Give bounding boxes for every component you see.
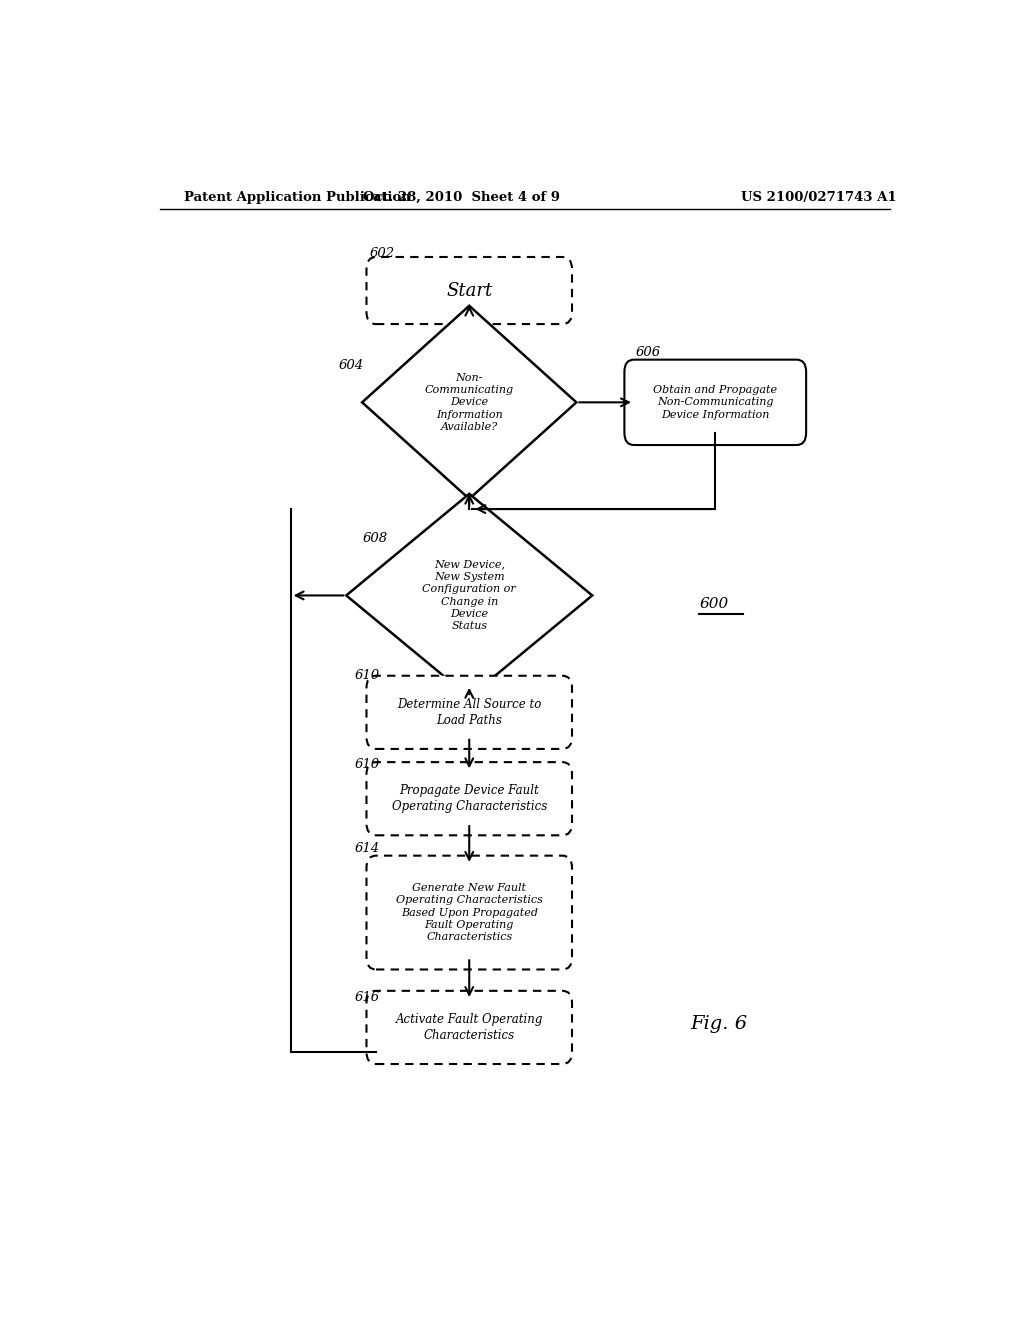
Text: Start: Start <box>446 281 493 300</box>
Text: 604: 604 <box>338 359 364 372</box>
Text: 610: 610 <box>354 758 379 771</box>
Text: 614: 614 <box>354 842 379 854</box>
Text: Generate New Fault
Operating Characteristics
Based Upon Propagated
Fault Operati: Generate New Fault Operating Characteris… <box>396 883 543 942</box>
Polygon shape <box>362 306 577 499</box>
Text: Oct. 28, 2010  Sheet 4 of 9: Oct. 28, 2010 Sheet 4 of 9 <box>362 190 560 203</box>
Text: Obtain and Propagate
Non-Communicating
Device Information: Obtain and Propagate Non-Communicating D… <box>653 385 777 420</box>
FancyBboxPatch shape <box>367 991 572 1064</box>
Text: 608: 608 <box>362 532 387 545</box>
FancyBboxPatch shape <box>367 762 572 836</box>
Polygon shape <box>346 494 592 697</box>
Text: 610: 610 <box>354 669 379 682</box>
Text: 606: 606 <box>636 346 662 359</box>
Text: New Device,
New System
Configuration or
Change in
Device
Status: New Device, New System Configuration or … <box>422 560 516 631</box>
FancyBboxPatch shape <box>367 676 572 748</box>
FancyBboxPatch shape <box>367 855 572 969</box>
Text: Determine All Source to
Load Paths: Determine All Source to Load Paths <box>397 698 542 727</box>
Text: Non-
Communicating
Device
Information
Available?: Non- Communicating Device Information Av… <box>425 372 514 432</box>
Text: 602: 602 <box>370 247 395 260</box>
Text: Propagate Device Fault
Operating Characteristics: Propagate Device Fault Operating Charact… <box>391 784 547 813</box>
Text: US 2100/0271743 A1: US 2100/0271743 A1 <box>740 190 896 203</box>
FancyBboxPatch shape <box>625 359 806 445</box>
Text: 616: 616 <box>354 991 379 1005</box>
Text: Activate Fault Operating
Characteristics: Activate Fault Operating Characteristics <box>395 1012 543 1041</box>
FancyBboxPatch shape <box>367 257 572 325</box>
Text: Patent Application Publication: Patent Application Publication <box>183 190 411 203</box>
Text: 600: 600 <box>699 597 729 611</box>
Text: Fig. 6: Fig. 6 <box>690 1015 748 1034</box>
